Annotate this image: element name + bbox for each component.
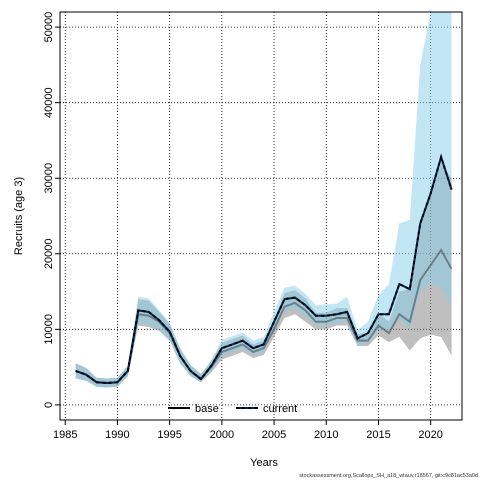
y-axis-title: Recruits (age 3) (13, 177, 25, 255)
line-current-dash (75, 153, 453, 384)
x-tick-label-0: 1985 (53, 429, 77, 441)
x-axis: 1985 1990 1995 2000 2005 2010 2015 2020 (53, 420, 443, 441)
y-tick-label-0: 0 (43, 402, 55, 408)
footnote: stockassessment.org,Scallops_SH_a18_wtau… (299, 473, 478, 479)
x-tick-label-6: 2015 (366, 429, 390, 441)
series-lines (75, 153, 453, 384)
x-tick-label-4: 2005 (262, 429, 286, 441)
grid-lines (60, 12, 462, 420)
x-tick-label-2: 1995 (157, 429, 181, 441)
y-tick-label-1: 10000 (43, 314, 55, 345)
x-tick-label-1: 1990 (105, 429, 129, 441)
y-axis: 0 10000 20000 30000 40000 50000 (43, 12, 60, 408)
x-tick-label-3: 2000 (210, 429, 234, 441)
y-tick-label-5: 50000 (43, 12, 55, 43)
legend-base-label: base (195, 403, 219, 415)
y-tick-label-3: 30000 (43, 163, 55, 194)
plot-frame (59, 11, 463, 421)
x-axis-title: Years (250, 457, 278, 469)
legend: base current (168, 403, 297, 415)
legend-current-label: current (263, 403, 297, 415)
y-tick-label-4: 40000 (43, 87, 55, 118)
confidence-bands (75, 12, 452, 388)
x-tick-label-5: 2010 (314, 429, 338, 441)
y-tick-label-2: 20000 (43, 238, 55, 269)
x-tick-label-7: 2020 (418, 429, 442, 441)
